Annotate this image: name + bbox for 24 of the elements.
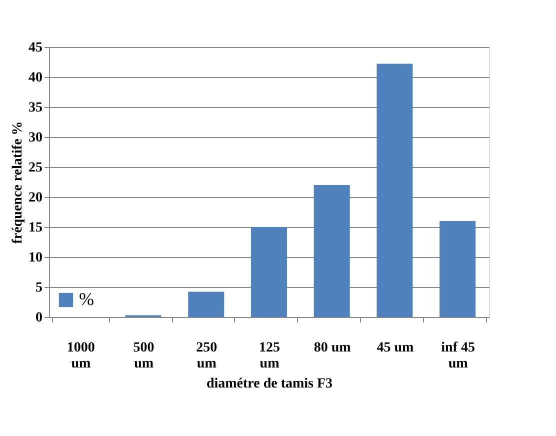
- bar: [314, 185, 350, 317]
- bar: [188, 292, 224, 317]
- x-tick-label: 80 um: [314, 340, 352, 356]
- y-tick-label: 35: [28, 100, 42, 116]
- x-tick-label: 500 um: [133, 340, 154, 372]
- bar: [251, 227, 287, 317]
- y-tick-label: 30: [28, 130, 42, 146]
- legend-label: %: [79, 289, 94, 309]
- y-tick-label: 45: [28, 40, 42, 56]
- bar: [376, 64, 413, 317]
- y-tick-label: 0: [36, 310, 42, 326]
- y-tick-label: 5: [36, 280, 42, 296]
- bar: [440, 221, 476, 317]
- x-tick-label: 1000 um: [66, 340, 95, 372]
- y-tick-label: 25: [28, 160, 42, 176]
- y-tick-label: 15: [28, 220, 42, 236]
- x-tick-label: 45 um: [376, 340, 414, 356]
- x-tick-label: inf 45 um: [441, 340, 475, 372]
- y-tick-label: 40: [28, 70, 42, 86]
- y-tick-label: 20: [28, 190, 42, 206]
- y-axis-title: fréquence relatife %: [10, 121, 26, 244]
- x-tick-label: 125 um: [259, 340, 280, 372]
- y-tick-label: 10: [28, 250, 42, 266]
- x-axis-title: diamétre de tamis F3: [206, 376, 333, 392]
